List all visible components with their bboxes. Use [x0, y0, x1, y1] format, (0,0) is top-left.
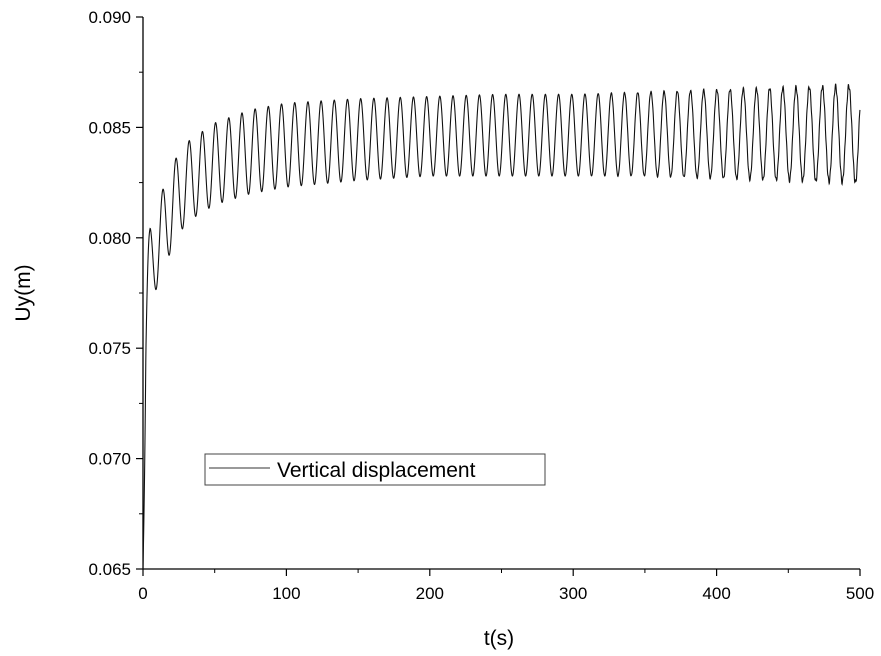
x-tick-label: 200 — [416, 584, 444, 603]
x-tick-label: 400 — [702, 584, 730, 603]
x-tick-label: 500 — [846, 584, 874, 603]
legend-box — [204, 453, 546, 486]
x-tick-label: 100 — [272, 584, 300, 603]
y-tick-label: 0.090 — [88, 8, 131, 27]
y-tick-label: 0.085 — [88, 118, 131, 137]
axes — [142, 17, 860, 570]
y-tick-label: 0.070 — [88, 450, 131, 469]
y-tick-label: 0.075 — [88, 339, 131, 358]
series-line-vertical-displacement — [142, 83, 861, 570]
tick-labels: 0.065 0.070 0.075 0.080 0.085 0.090 0 100 200 300… — [88, 8, 874, 603]
x-tick-label: 300 — [559, 584, 587, 603]
x-axis-title: t(s) — [484, 627, 514, 650]
y-tick-label: 0.080 — [88, 229, 131, 248]
legend-label: Vertical displacement — [277, 459, 476, 482]
legend: Vertical displacement — [204, 453, 546, 486]
x-tick-label: 0 — [138, 584, 147, 603]
y-tick-label: 0.065 — [88, 560, 131, 579]
y-axis-title: Uy(m) — [12, 264, 35, 321]
ticks — [136, 16, 861, 576]
